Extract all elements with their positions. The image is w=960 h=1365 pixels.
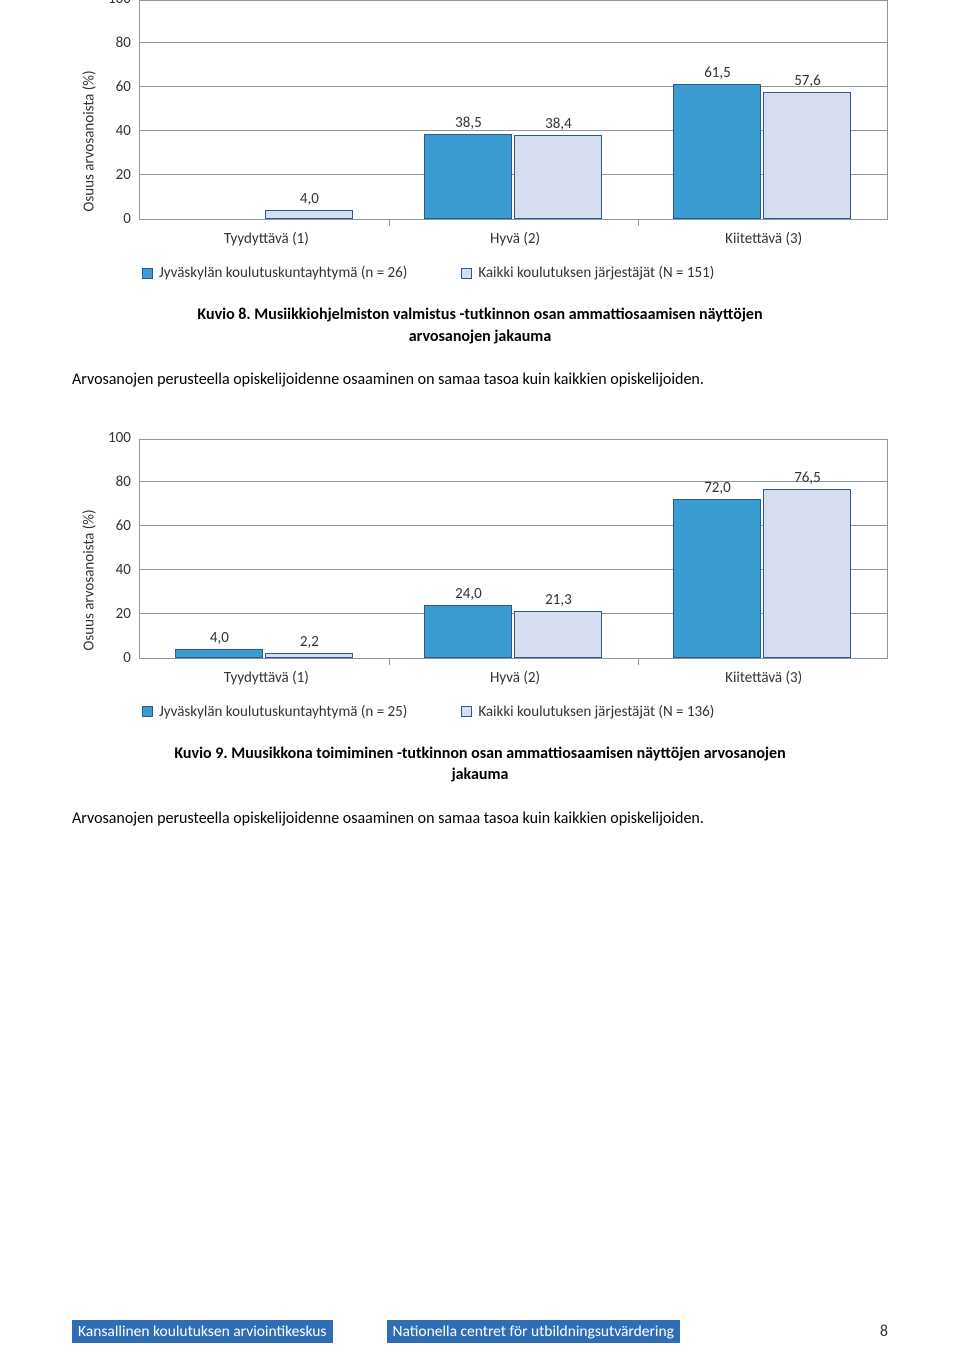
figure-caption-9-line1: Kuvio 9. Muusikkona toimiminen -tutkinno… <box>90 743 870 765</box>
page-footer: Kansallinen koulutuksen arviointikeskus … <box>72 1320 888 1343</box>
body-text-1: Arvosanojen perusteella opiskelijoidenne… <box>72 369 888 391</box>
bar-value-label: 21,3 <box>545 591 572 609</box>
y-axis-label-wrap: Osuus arvosanoista (%) <box>72 0 108 282</box>
figure-caption-9-line2: jakauma <box>72 764 888 786</box>
legend: Jyväskylän koulutuskuntayhtymä (n = 25) K… <box>142 687 888 721</box>
bar <box>175 649 263 658</box>
legend-swatch <box>461 268 472 279</box>
bar <box>265 210 353 219</box>
bar-wrap: 72,0 <box>673 479 761 657</box>
y-axis-ticks: 100806040200 <box>108 439 139 659</box>
bar-group: 72,0 76,5 <box>638 440 887 658</box>
legend-item: Kaikki koulutuksen järjestäjät (N = 151) <box>461 264 714 282</box>
page-number: 8 <box>844 1322 888 1341</box>
bar-value-label: 2,2 <box>300 633 319 651</box>
y-tick-label: 60 <box>116 78 131 96</box>
bar-group: 4,0 2,2 <box>140 440 389 658</box>
plot-area: 4,0 2,2 24,0 21,3 72,0 76,5 <box>139 439 888 659</box>
y-tick-label: 20 <box>116 605 131 623</box>
x-axis-labels: Tyydyttävä (1)Hyvä (2)Kiitettävä (3) <box>142 220 888 248</box>
y-axis-ticks: 100806040200 <box>108 0 139 220</box>
y-tick-label: 80 <box>116 473 131 491</box>
y-tick-label: 0 <box>123 210 131 228</box>
figure-caption-8-line1: Kuvio 8. Musiikkiohjelmiston valmistus -… <box>90 304 870 326</box>
x-axis-label: Tyydyttävä (1) <box>142 659 391 687</box>
legend-swatch <box>142 268 153 279</box>
bar-value-label: 4,0 <box>300 190 319 208</box>
bar-value-label: 72,0 <box>704 479 731 497</box>
legend: Jyväskylän koulutuskuntayhtymä (n = 26) K… <box>142 248 888 282</box>
y-tick-label: 40 <box>116 122 131 140</box>
y-axis-label-wrap: Osuus arvosanoista (%) <box>72 439 108 721</box>
bar-value-label: 24,0 <box>455 585 482 603</box>
bar-wrap: 38,5 <box>424 114 512 219</box>
bar-group: 24,0 21,3 <box>389 440 638 658</box>
bar-wrap: 4,0 <box>175 629 263 658</box>
bar <box>424 134 512 219</box>
bar-value-label: 38,5 <box>455 114 482 132</box>
bar <box>763 489 851 657</box>
bar-value-label: 57,6 <box>794 72 821 90</box>
y-tick-label: 100 <box>108 0 131 8</box>
bar <box>424 605 512 658</box>
y-tick-label: 60 <box>116 517 131 535</box>
legend-label: Kaikki koulutuksen järjestäjät (N = 151) <box>478 264 714 282</box>
legend-swatch <box>461 706 472 717</box>
bar <box>265 653 353 658</box>
bar-value-label: 61,5 <box>704 64 731 82</box>
bar-group: 38,5 38,4 <box>389 1 638 219</box>
x-axis-label: Hyvä (2) <box>391 220 640 248</box>
bar-group: 61,5 57,6 <box>638 1 887 219</box>
y-tick-label: 0 <box>123 649 131 667</box>
legend-label: Jyväskylän koulutuskuntayhtymä (n = 25) <box>159 703 407 721</box>
x-axis-label: Tyydyttävä (1) <box>142 220 391 248</box>
bar <box>514 135 602 219</box>
bar-wrap: 76,5 <box>763 469 851 657</box>
y-tick-label: 40 <box>116 561 131 579</box>
legend-item: Jyväskylän koulutuskuntayhtymä (n = 26) <box>142 264 407 282</box>
y-tick-label: 80 <box>116 34 131 52</box>
legend-label: Kaikki koulutuksen järjestäjät (N = 136) <box>478 703 714 721</box>
legend-item: Jyväskylän koulutuskuntayhtymä (n = 25) <box>142 703 407 721</box>
bar-wrap: 57,6 <box>763 72 851 219</box>
body-text-2: Arvosanojen perusteella opiskelijoidenne… <box>72 808 888 830</box>
bar-wrap: 4,0 <box>265 190 353 219</box>
bar-wrap: 21,3 <box>514 591 602 658</box>
y-tick-label: 20 <box>116 166 131 184</box>
bar-group: 4,0 <box>140 1 389 219</box>
y-axis-label: Osuus arvosanoista (%) <box>81 509 99 650</box>
figure-caption-8-line2: arvosanojen jakauma <box>72 326 888 348</box>
x-axis-label: Kiitettävä (3) <box>639 659 888 687</box>
x-axis-label: Kiitettävä (3) <box>639 220 888 248</box>
footer-left-pill: Kansallinen koulutuksen arviointikeskus <box>72 1320 333 1343</box>
chart-kuvio-8: Osuus arvosanoista (%) 100 80 60 40 20 0 4,0 3… <box>72 0 888 282</box>
y-axis-label: Osuus arvosanoista (%) <box>81 70 99 211</box>
bar-wrap: 61,5 <box>673 64 761 219</box>
x-axis-labels: Tyydyttävä (1)Hyvä (2)Kiitettävä (3) <box>142 659 888 687</box>
legend-swatch <box>142 706 153 717</box>
bar-wrap: 38,4 <box>514 115 602 219</box>
y-tick-label: 100 <box>108 429 131 447</box>
bar-wrap: 24,0 <box>424 585 512 658</box>
bar <box>514 611 602 658</box>
bar-wrap <box>175 217 263 219</box>
legend-label: Jyväskylän koulutuskuntayhtymä (n = 26) <box>159 264 407 282</box>
plot-area: 4,0 38,5 38,4 61,5 57,6 <box>139 0 888 220</box>
x-axis-label: Hyvä (2) <box>391 659 640 687</box>
bar <box>763 92 851 219</box>
bar <box>673 499 761 657</box>
bar <box>673 84 761 219</box>
bar-value-label: 38,4 <box>545 115 572 133</box>
legend-item: Kaikki koulutuksen järjestäjät (N = 136) <box>461 703 714 721</box>
bar-value-label: 76,5 <box>794 469 821 487</box>
chart-kuvio-9: Osuus arvosanoista (%) 100806040200 4,02… <box>72 439 888 721</box>
bar-wrap: 2,2 <box>265 633 353 658</box>
footer-right-pill: Nationella centret för utbildningsutvärd… <box>387 1320 680 1343</box>
bar-value-label: 4,0 <box>210 629 229 647</box>
